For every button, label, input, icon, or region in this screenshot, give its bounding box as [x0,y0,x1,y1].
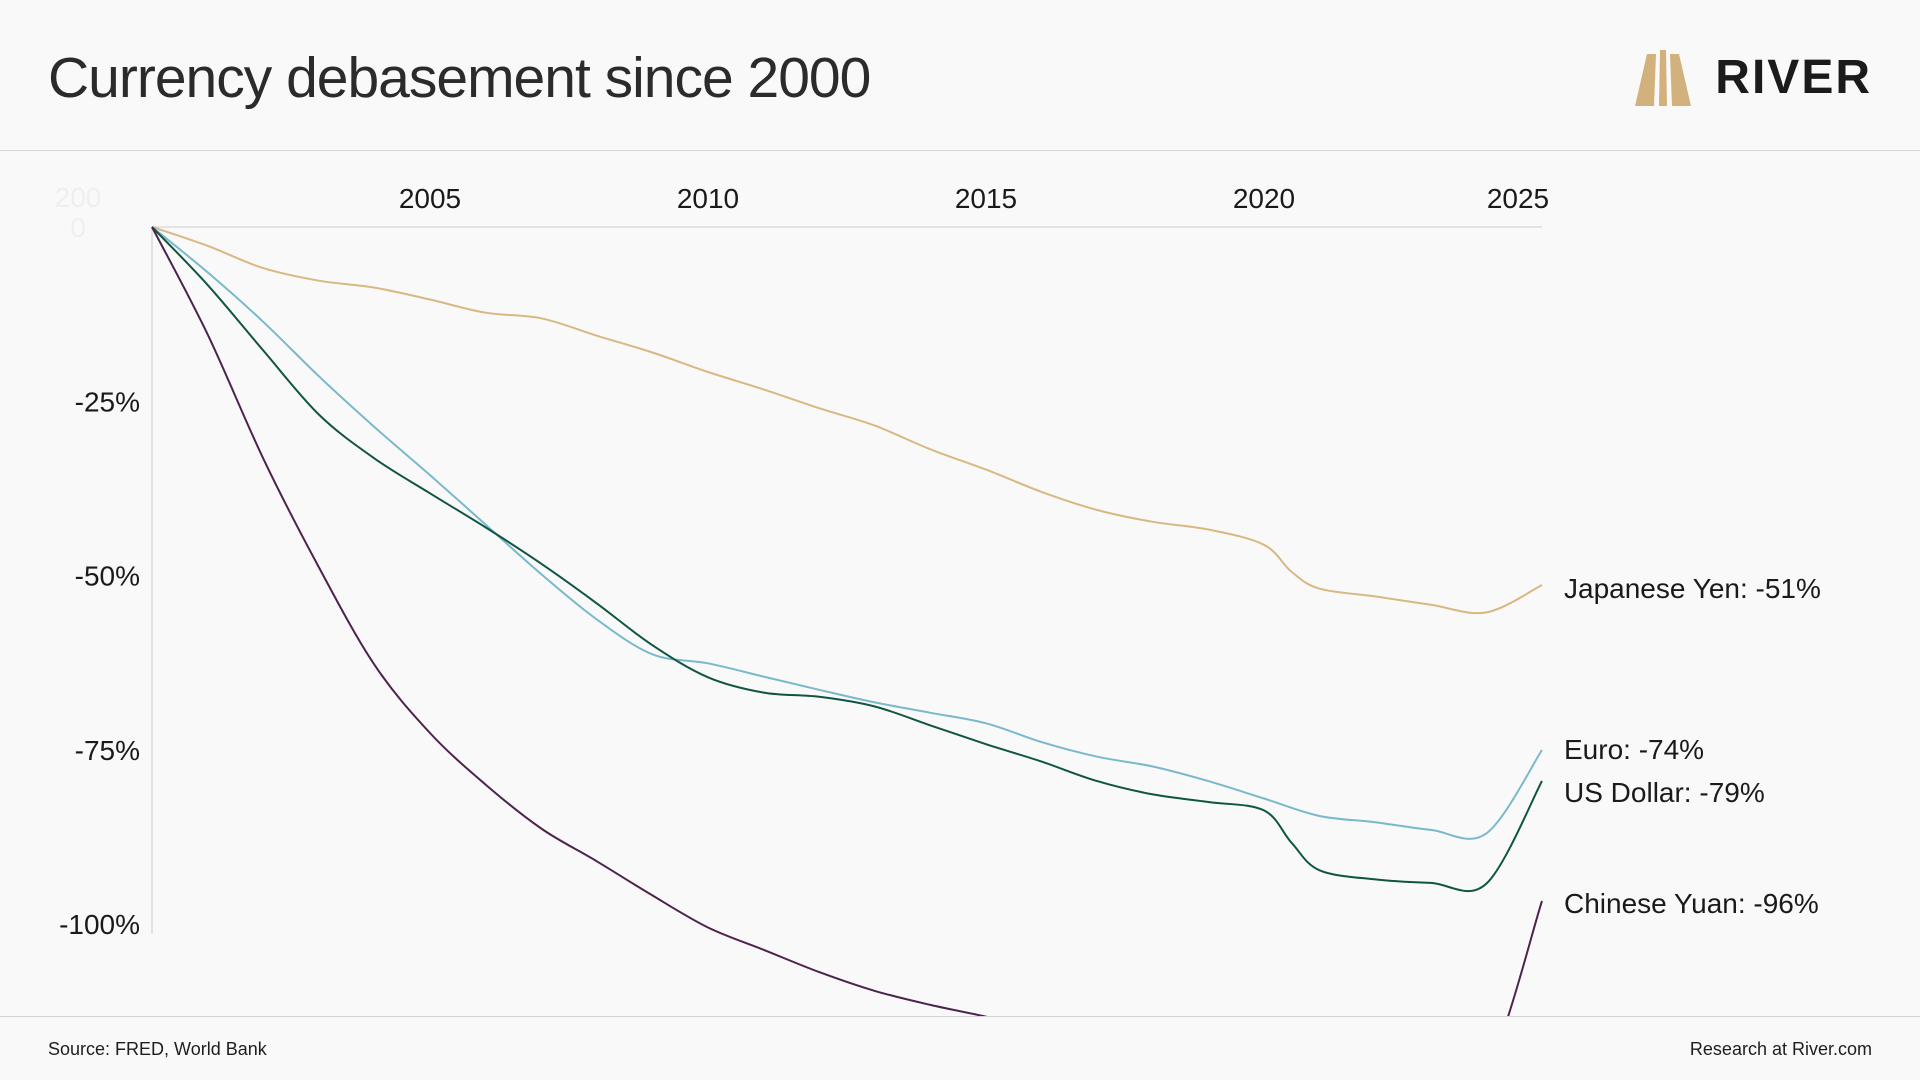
x-tick-label: 2020 [1233,183,1295,214]
river-logo-icon [1635,50,1692,106]
x-tick-label: 2015 [955,183,1017,214]
series-line [151,226,1543,893]
series-label: Chinese Yuan: -96% [1564,888,1819,919]
series-label: US Dollar: -79% [1564,777,1765,808]
river-logo[interactable]: RIVER [1633,46,1872,110]
x-tick-label-faint: 200 [55,182,102,213]
y-tick-label: -100% [59,909,140,940]
x-tick-label: 2005 [399,183,461,214]
header: Currency debasement since 2000 RIVER [0,0,1920,151]
series-label: Euro: -74% [1564,734,1704,765]
x-tick-label-faint: 0 [70,212,86,243]
y-tick-label: -25% [75,386,140,417]
y-tick-label: -50% [75,561,140,592]
footer: Source: FRED, World Bank Research at Riv… [0,1016,1920,1080]
research-credit[interactable]: Research at River.com [1689,1039,1872,1059]
page-title: Currency debasement since 2000 [48,46,871,110]
river-logo-text: RIVER [1715,51,1872,104]
y-tick-label: -75% [75,735,140,766]
source-note: Source: FRED, World Bank [48,1039,267,1059]
series-line [151,226,1543,1016]
series-label: Japanese Yen: -51% [1564,573,1821,604]
series-line [151,226,1543,615]
x-tick-label: 2025 [1487,183,1549,214]
x-tick-label: 2010 [677,183,739,214]
series-line [151,226,1543,840]
line-chart: 2000 2005 2010 2015 2020 2025 -25% -50% -75% -100… [55,182,1821,1016]
